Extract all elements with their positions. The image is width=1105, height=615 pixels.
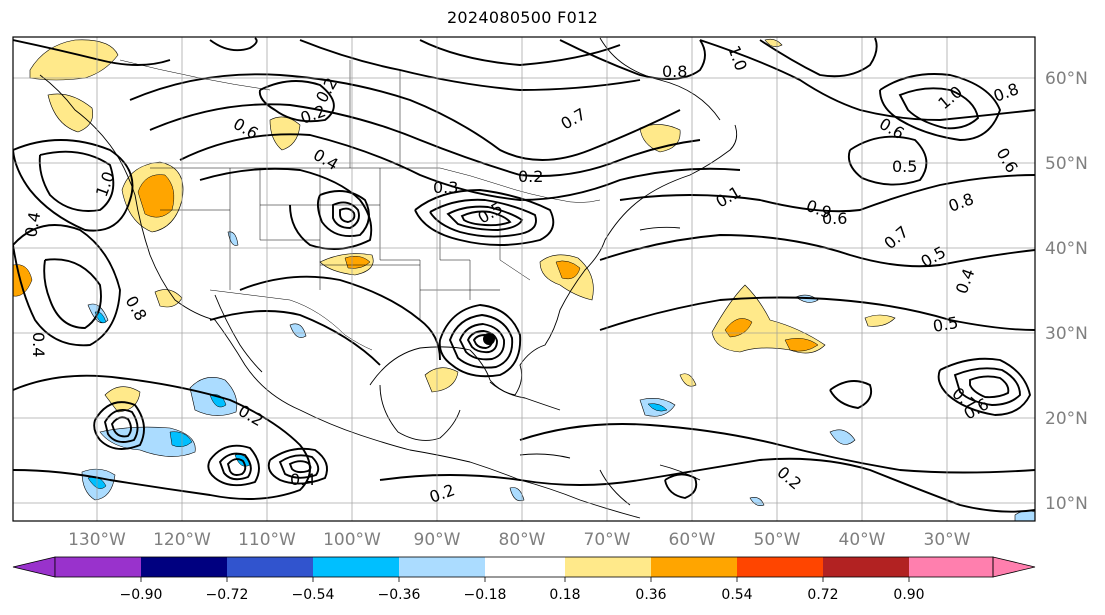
- colorbar-max-extension: [992, 556, 1036, 578]
- colorbar: −0.90 −0.72 −0.54 −0.36 −0.18 0.18 0.36 …: [12, 556, 1036, 603]
- shade-warm-labrador-2: [764, 38, 783, 47]
- storm-center-marker: [483, 333, 495, 345]
- contour-label: 0.8: [662, 62, 687, 81]
- contour-label: 0.4: [290, 470, 315, 489]
- colorbar-tick-label: −0.54: [292, 587, 335, 603]
- graticule: [13, 37, 1035, 521]
- colorbar-bin: [227, 557, 313, 577]
- contour-label: 0.2: [518, 167, 543, 186]
- colorbar-bin: [909, 557, 993, 577]
- lon-label: 70°W: [584, 530, 631, 550]
- lon-label: 120°W: [153, 530, 211, 550]
- lon-label: 100°W: [323, 530, 381, 550]
- shade-warm-east-atl: [864, 314, 896, 327]
- colorbar-tick-label: 0.90: [893, 587, 924, 603]
- contour-label: 0.4: [21, 210, 44, 238]
- lon-label: 80°W: [499, 530, 546, 550]
- shade-cool-mid-caribbean: [647, 403, 668, 412]
- shade-mid-atlantic: [724, 318, 753, 338]
- colorbar-tick-label: 0.36: [635, 587, 666, 603]
- shade-warm-atlantic: [711, 284, 826, 354]
- lon-label: 30°W: [924, 530, 971, 550]
- map-panel: 0.2 0.6 0.4 0.2 1.0 0.4 0.8 0.4 0.3 0.5 …: [12, 36, 1036, 522]
- colorbar-bin: [141, 557, 227, 577]
- latitude-labels: 60°N 50°N 40°N 30°N 20°N 10°N: [1045, 69, 1088, 514]
- colorbar-bin: [565, 557, 651, 577]
- contour-label: 0.4: [29, 332, 48, 357]
- lat-label: 10°N: [1045, 494, 1088, 514]
- shade-cool-se-pacific: [509, 487, 525, 502]
- lon-label: 50°W: [754, 530, 801, 550]
- colorbar-bin: [313, 557, 399, 577]
- shade-cool-mid-pacific-2: [209, 394, 227, 408]
- contour-label: 0.5: [931, 313, 959, 336]
- shade-cool-mid-pacific-1: [169, 431, 193, 448]
- longitude-labels: 130°W 120°W 110°W 100°W 90°W 80°W 70°W 6…: [68, 530, 971, 550]
- lat-label: 20°N: [1045, 409, 1088, 429]
- colorbar-tick-label: 0.72: [807, 587, 838, 603]
- warm-shading: [13, 38, 896, 413]
- colorbar-tick-label: 0.18: [549, 587, 580, 603]
- colorbar-tick-label: −0.18: [464, 587, 507, 603]
- shade-warm-gulf: [424, 367, 459, 393]
- colorbar-bin: [399, 557, 485, 577]
- lon-label: 130°W: [68, 530, 126, 550]
- cool-shading: [81, 231, 1035, 521]
- map-title: 2024080500 F012: [446, 8, 599, 27]
- contour-label: 0.3: [433, 178, 458, 197]
- colorbar-bin: [651, 557, 737, 577]
- colorbar-bin: [823, 557, 909, 577]
- contour-label: 0.5: [892, 157, 917, 176]
- lat-label: 50°N: [1045, 154, 1088, 174]
- colorbar-tick-label: −0.36: [378, 587, 421, 603]
- shade-cool-atlantic-2: [829, 429, 856, 445]
- lat-label: 60°N: [1045, 69, 1088, 89]
- lon-label: 110°W: [238, 530, 296, 550]
- lat-label: 40°N: [1045, 239, 1088, 259]
- shade-mid-midatlantic: [555, 260, 581, 280]
- colorbar-tick-label: −0.72: [206, 587, 249, 603]
- colorbar-bin: [737, 557, 823, 577]
- colorbar-bin: [485, 557, 565, 577]
- colorbar-tick-label: −0.90: [120, 587, 163, 603]
- contour-label: 0.6: [822, 209, 847, 228]
- colorbar-bin: [55, 557, 141, 577]
- lon-label: 60°W: [669, 530, 716, 550]
- shade-warm-pacific-nw: [29, 39, 119, 81]
- shade-mid-plains: [344, 255, 371, 269]
- lon-label: 90°W: [414, 530, 461, 550]
- lat-label: 30°N: [1045, 324, 1088, 344]
- lon-label: 40°W: [839, 530, 886, 550]
- colorbar-min-extension: [12, 556, 56, 578]
- shade-mid-nw-us: [137, 174, 175, 218]
- colorbar-tick-label: 0.54: [721, 587, 752, 603]
- shade-mid-atlantic-2: [784, 338, 819, 352]
- coastlines: [39, 37, 738, 519]
